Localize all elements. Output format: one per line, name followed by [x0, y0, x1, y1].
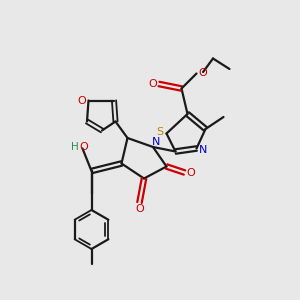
Text: N: N: [152, 136, 160, 147]
Text: O: O: [77, 95, 86, 106]
Text: S: S: [156, 127, 164, 137]
Text: O: O: [199, 68, 208, 79]
Text: O: O: [187, 167, 196, 178]
Text: H: H: [71, 142, 79, 152]
Text: O: O: [148, 79, 157, 89]
Text: N: N: [199, 145, 207, 155]
Text: O: O: [135, 204, 144, 214]
Text: O: O: [80, 142, 88, 152]
